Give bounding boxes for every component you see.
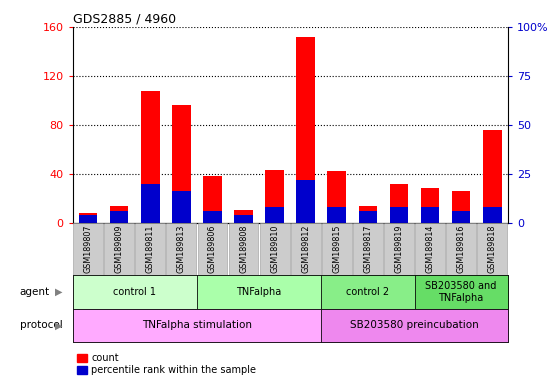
Bar <box>110 205 128 223</box>
Text: GSM189815: GSM189815 <box>333 224 341 273</box>
Text: GSM189810: GSM189810 <box>270 224 279 273</box>
Bar <box>79 213 98 223</box>
Text: GSM189806: GSM189806 <box>208 224 217 273</box>
Text: ▶: ▶ <box>55 287 62 297</box>
Text: GSM189812: GSM189812 <box>301 224 310 273</box>
Bar <box>172 105 191 223</box>
Text: GSM189819: GSM189819 <box>395 224 403 273</box>
Text: GSM189808: GSM189808 <box>239 224 248 273</box>
Text: ▶: ▶ <box>55 320 62 331</box>
Text: TNFalpha stimulation: TNFalpha stimulation <box>142 320 252 331</box>
Bar <box>452 211 470 223</box>
Bar <box>421 189 439 223</box>
Bar <box>483 130 502 223</box>
Text: GSM189816: GSM189816 <box>456 224 465 273</box>
Legend: count, percentile rank within the sample: count, percentile rank within the sample <box>78 353 256 375</box>
Text: control 1: control 1 <box>113 287 156 297</box>
Bar <box>328 207 346 223</box>
Bar <box>321 275 415 309</box>
Text: GSM189817: GSM189817 <box>363 224 372 273</box>
Bar <box>265 207 284 223</box>
Text: agent: agent <box>20 287 50 297</box>
Bar <box>389 207 408 223</box>
Bar <box>296 180 315 223</box>
Bar <box>172 191 191 223</box>
Bar <box>477 223 507 275</box>
Bar <box>328 171 346 223</box>
Bar <box>104 223 134 275</box>
Bar <box>415 223 445 275</box>
Bar <box>446 223 476 275</box>
Bar <box>415 275 508 309</box>
Bar <box>234 215 253 223</box>
Bar <box>229 223 258 275</box>
Bar <box>384 223 414 275</box>
Text: GSM189813: GSM189813 <box>177 224 186 273</box>
Bar <box>141 184 160 223</box>
Text: GSM189818: GSM189818 <box>488 224 497 273</box>
Bar <box>259 223 290 275</box>
Bar <box>421 207 439 223</box>
Bar <box>79 215 98 223</box>
Text: SB203580 preincubation: SB203580 preincubation <box>350 320 479 331</box>
Bar <box>110 211 128 223</box>
Bar <box>73 309 321 342</box>
Bar <box>234 210 253 223</box>
Text: GSM189814: GSM189814 <box>426 224 435 273</box>
Text: GSM189811: GSM189811 <box>146 224 155 273</box>
Text: GDS2885 / 4960: GDS2885 / 4960 <box>73 13 176 26</box>
Bar <box>265 170 284 223</box>
Bar <box>198 223 227 275</box>
Bar <box>322 223 352 275</box>
Bar <box>389 184 408 223</box>
Bar <box>291 223 321 275</box>
Bar <box>197 275 321 309</box>
Bar <box>359 211 377 223</box>
Bar <box>321 309 508 342</box>
Text: GSM189809: GSM189809 <box>115 224 124 273</box>
Bar <box>203 211 222 223</box>
Text: TNFalpha: TNFalpha <box>237 287 282 297</box>
Bar <box>359 205 377 223</box>
Text: control 2: control 2 <box>347 287 389 297</box>
Bar <box>483 207 502 223</box>
Bar <box>73 223 103 275</box>
Bar <box>353 223 383 275</box>
Bar <box>141 91 160 223</box>
Text: protocol: protocol <box>20 320 62 331</box>
Bar <box>73 275 197 309</box>
Bar <box>452 191 470 223</box>
Bar <box>296 36 315 223</box>
Text: GSM189807: GSM189807 <box>84 224 93 273</box>
Bar <box>166 223 196 275</box>
Bar <box>203 176 222 223</box>
Bar <box>136 223 165 275</box>
Text: SB203580 and
TNFalpha: SB203580 and TNFalpha <box>425 281 497 303</box>
